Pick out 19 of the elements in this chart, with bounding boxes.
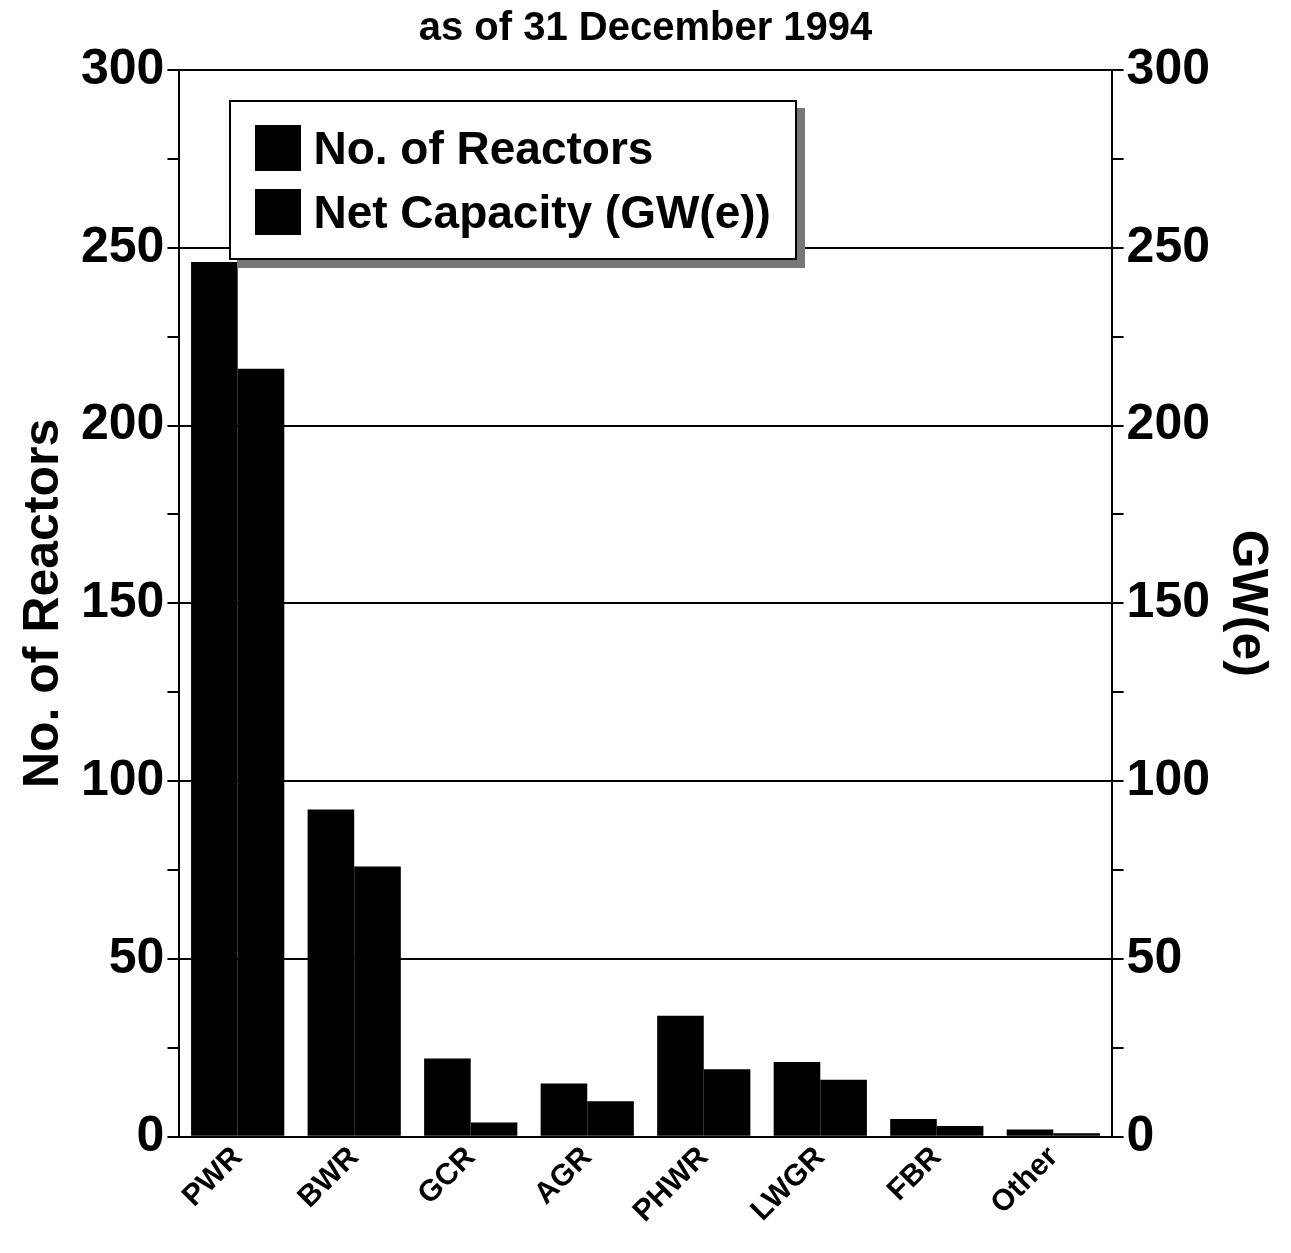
- y2-tick-label: 150: [1126, 572, 1211, 629]
- y-axis-title: No. of Reactors: [12, 418, 69, 789]
- y2-tick-label: 300: [1126, 38, 1211, 95]
- chart-title: as of 31 December 1994: [418, 4, 873, 48]
- y-tick-label: 150: [80, 572, 165, 629]
- y-tick-label: 300: [80, 38, 165, 95]
- y-tick-label: 0: [136, 1105, 165, 1162]
- y2-tick-label: 100: [1126, 749, 1211, 806]
- y2-tick-label: 250: [1126, 216, 1211, 273]
- y2-axis-title: GW(e): [1222, 529, 1279, 677]
- y2-tick-label: 0: [1126, 1105, 1155, 1162]
- legend-label: Net Capacity (GW(e)): [313, 185, 771, 240]
- y-tick-label: 100: [80, 749, 165, 806]
- y-tick-label: 50: [108, 927, 165, 984]
- y-tick-label: 200: [80, 394, 165, 451]
- legend-label: No. of Reactors: [313, 121, 654, 176]
- y-tick-label: 250: [80, 216, 165, 273]
- y2-tick-label: 50: [1126, 927, 1183, 984]
- y2-tick-label: 200: [1126, 394, 1211, 451]
